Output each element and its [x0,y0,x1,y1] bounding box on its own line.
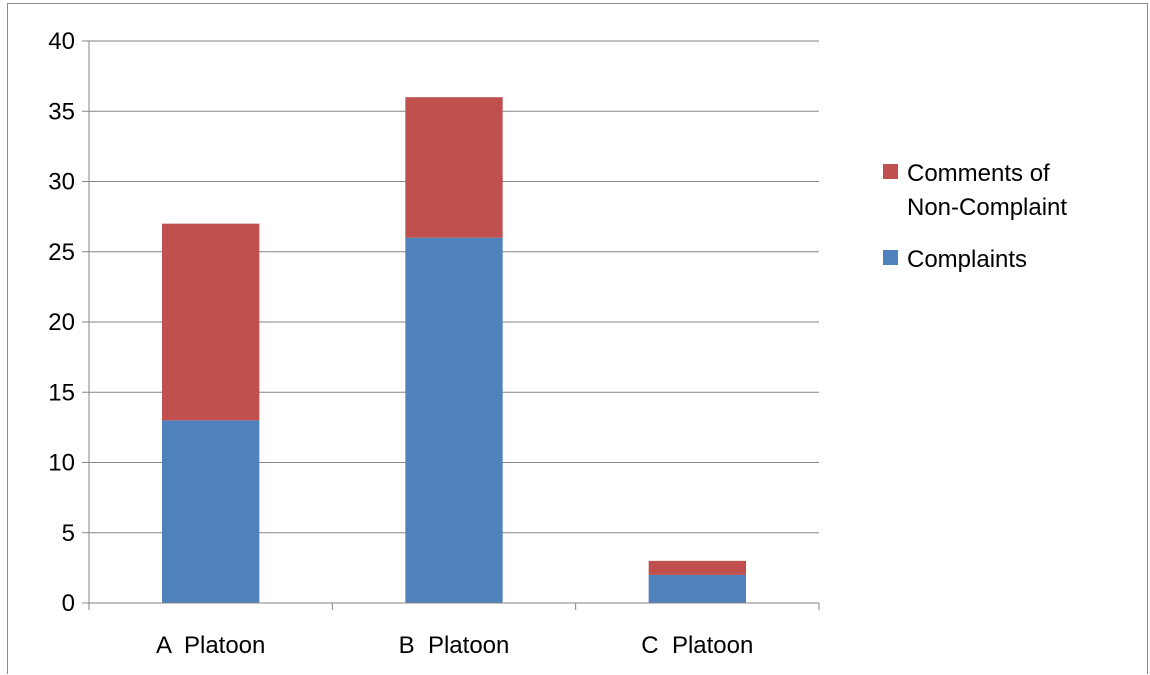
x-tick-label: B Platoon [399,632,510,659]
y-tick-label: 35 [48,98,75,125]
x-tick-labels: A Platoon B Platoon C Platoon [156,632,753,659]
legend-label: Comments of [907,160,1050,187]
bar-complaints-1 [162,420,259,603]
y-tick-label: 5 [62,520,75,547]
y-tick-label: 20 [48,309,75,336]
bar-comments-of-non-complaint-1 [162,224,259,421]
bar-complaints-2 [405,238,502,603]
bar-comments-of-non-complaint-2 [405,97,502,238]
y-tick-label: 10 [48,450,75,477]
y-tick-label: 15 [48,379,75,406]
legend-entry: Complaints [883,246,1027,273]
y-tick-label: 30 [48,169,75,196]
bar-complaints-3 [649,575,746,603]
legend-entry: Comments of Non-Complaint [883,160,1067,221]
legend: Comments of Non-Complaint Complaints [883,160,1067,273]
legend-label: Complaints [907,246,1027,273]
y-tick-label: 0 [62,590,75,617]
y-tick-label: 40 [48,28,75,55]
x-tick-label: A Platoon [156,632,265,659]
x-tick-label: C Platoon [641,632,753,659]
y-tick-labels: 0 5 10 15 20 25 30 35 40 [48,28,75,617]
bar-comments-of-non-complaint-3 [649,561,746,575]
legend-swatch [883,250,898,265]
bars [162,97,746,603]
legend-swatch [883,164,898,179]
legend-label: Non-Complaint [907,194,1067,221]
y-tick-label: 25 [48,239,75,266]
